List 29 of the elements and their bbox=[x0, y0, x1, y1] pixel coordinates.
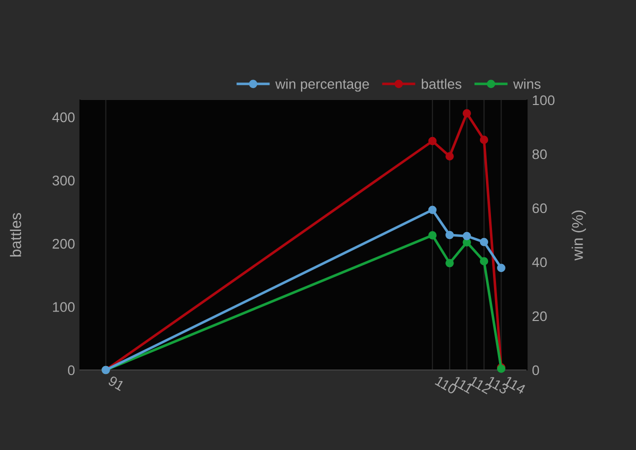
y2-tick-label: 0 bbox=[532, 365, 540, 376]
point bbox=[428, 206, 437, 214]
y2-tick-label: 40 bbox=[532, 257, 547, 268]
y2-tick-label: 80 bbox=[532, 149, 547, 160]
point bbox=[445, 258, 454, 268]
y-tick-label: 100 bbox=[53, 302, 75, 312]
y-tick-label: 300 bbox=[52, 176, 75, 186]
point bbox=[480, 136, 488, 144]
point bbox=[462, 109, 471, 118]
y-tick-label: 200 bbox=[52, 238, 75, 249]
y2-axis-title: win (%) bbox=[572, 210, 586, 260]
point bbox=[497, 264, 506, 272]
point bbox=[445, 230, 454, 240]
x-tick-label: 91 bbox=[108, 376, 125, 392]
point bbox=[480, 238, 488, 246]
legend-label: wins bbox=[513, 78, 541, 89]
y2-tick-label: 20 bbox=[532, 311, 547, 322]
y-axis-title: battles bbox=[10, 213, 22, 257]
y-tick-label: 0 bbox=[68, 365, 75, 376]
y2-tick-label: 100 bbox=[532, 95, 554, 106]
legend-label: win percentage bbox=[275, 78, 369, 92]
point bbox=[445, 152, 454, 160]
y2-tick-label: 60 bbox=[532, 203, 547, 214]
point bbox=[480, 257, 488, 266]
legend-label: battles bbox=[422, 78, 462, 89]
y-tick-label: 400 bbox=[52, 112, 75, 122]
point bbox=[428, 136, 437, 146]
point bbox=[428, 231, 437, 240]
point bbox=[462, 232, 471, 240]
